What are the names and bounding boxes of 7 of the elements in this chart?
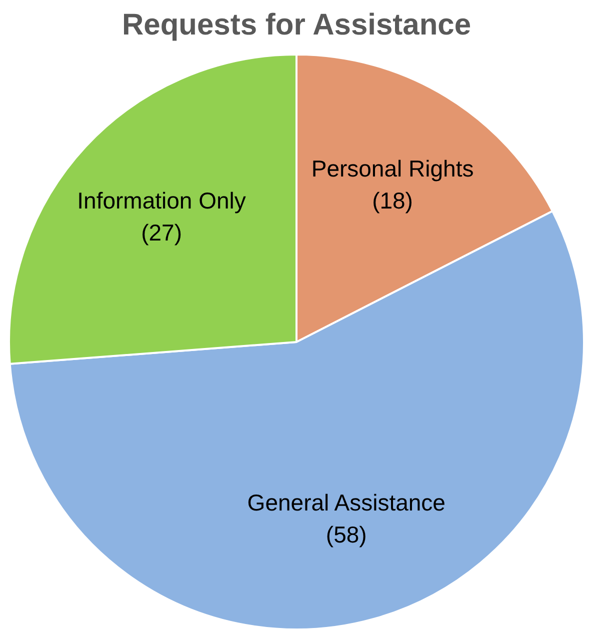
data-label: (58) xyxy=(326,521,367,548)
data-label: (18) xyxy=(372,187,413,214)
chart-title: Requests for Assistance xyxy=(122,8,472,42)
slice-label: Personal Rights xyxy=(311,155,474,182)
data-label: (27) xyxy=(141,219,182,246)
slice-label: Information Only xyxy=(77,187,246,214)
slice-label: General Assistance xyxy=(247,489,446,516)
